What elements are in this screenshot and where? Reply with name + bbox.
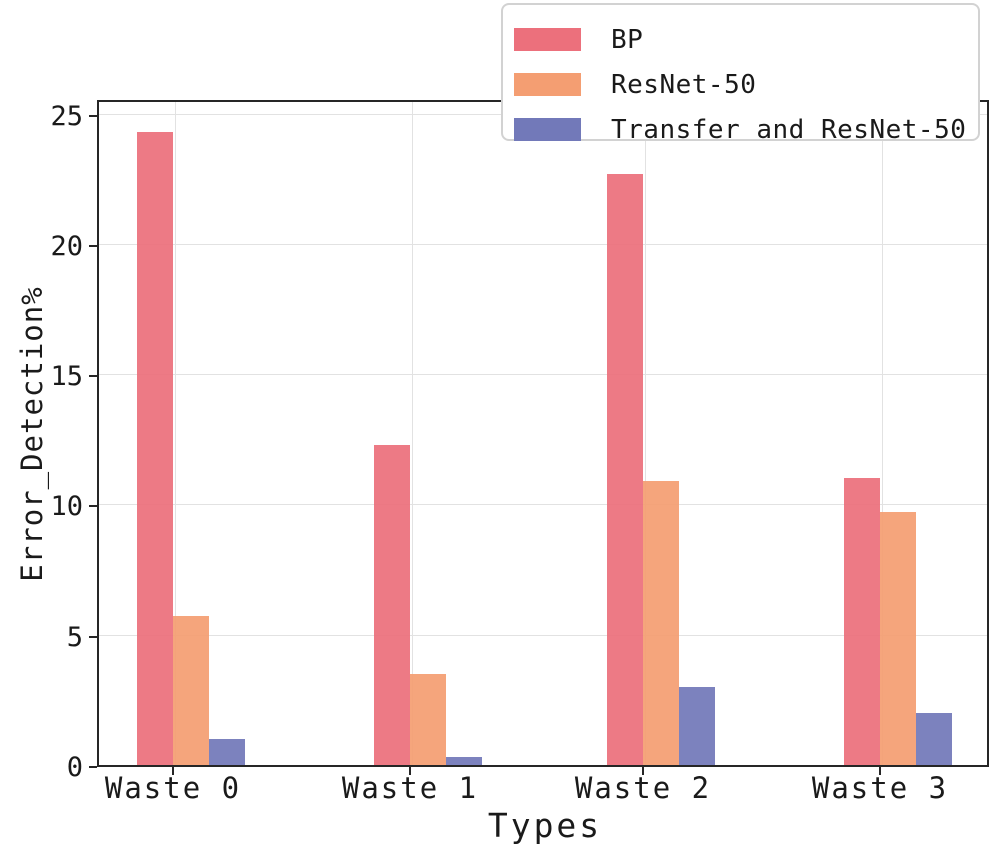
- ytick-mark-25: [89, 115, 97, 117]
- bar-bp-waste-0: [137, 132, 173, 765]
- legend-label-bp: BP: [611, 24, 644, 55]
- ytick-mark-0: [89, 766, 97, 768]
- ytick-mark-15: [89, 375, 97, 377]
- gridline-x-waste-1: [412, 102, 413, 765]
- xtick-label-waste-3: Waste 3: [811, 771, 949, 805]
- ytick-label-10: 10: [50, 491, 83, 522]
- xtick-mark-waste-1: [409, 767, 411, 775]
- bar-resnet-50-waste-1: [410, 674, 446, 765]
- ytick-label-0: 0: [66, 752, 83, 783]
- legend-item-resnet-50: ResNet-50: [514, 62, 978, 107]
- ytick-label-25: 25: [50, 101, 83, 132]
- bar-transfer-and-resnet-50-waste-2: [679, 687, 715, 765]
- ytick-label-5: 5: [66, 622, 83, 653]
- xtick-mark-waste-3: [879, 767, 881, 775]
- gridline-y-20: [99, 243, 987, 245]
- ytick-mark-10: [89, 505, 97, 507]
- bar-bp-waste-2: [607, 174, 643, 765]
- ytick-label-15: 15: [50, 361, 83, 392]
- bar-resnet-50-waste-2: [643, 481, 679, 765]
- bar-transfer-and-resnet-50-waste-1: [446, 757, 482, 765]
- legend: BP ResNet-50 Transfer and ResNet-50: [501, 3, 980, 145]
- bar-bp-waste-1: [374, 445, 410, 765]
- bar-resnet-50-waste-3: [880, 512, 916, 765]
- bar-bp-waste-3: [844, 478, 880, 765]
- bar-transfer-and-resnet-50-waste-0: [209, 739, 245, 765]
- xtick-mark-waste-2: [642, 767, 644, 775]
- plot-area: [97, 100, 989, 767]
- bar-transfer-and-resnet-50-waste-3: [916, 713, 952, 765]
- gridline-x-waste-3: [882, 102, 883, 765]
- gridline-x-waste-2: [645, 102, 646, 765]
- xtick-label-waste-1: Waste 1: [341, 771, 479, 805]
- legend-item-bp: BP: [514, 17, 978, 62]
- legend-item-transfer-and-resnet-50: Transfer and ResNet-50: [514, 107, 978, 152]
- ytick-mark-20: [89, 245, 97, 247]
- gridline-y-5: [99, 634, 987, 636]
- legend-swatch-bp: [514, 28, 581, 51]
- ytick-label-20: 20: [50, 231, 83, 262]
- xtick-label-waste-2: Waste 2: [574, 771, 712, 805]
- legend-swatch-resnet-50: [514, 73, 581, 96]
- x-axis-label: Types: [487, 806, 603, 845]
- gridline-y-15: [99, 374, 987, 376]
- y-axis-label: Error_Detection%: [15, 286, 49, 582]
- xtick-mark-waste-0: [172, 767, 174, 775]
- gridline-x-waste-0: [175, 102, 176, 765]
- bar-resnet-50-waste-0: [173, 616, 209, 765]
- legend-swatch-transfer-and-resnet-50: [514, 118, 581, 141]
- ytick-mark-5: [89, 636, 97, 638]
- legend-label-resnet-50: ResNet-50: [611, 69, 757, 100]
- xtick-label-waste-0: Waste 0: [104, 771, 242, 805]
- gridline-y-10: [99, 504, 987, 506]
- legend-label-transfer-and-resnet-50: Transfer and ResNet-50: [611, 114, 967, 145]
